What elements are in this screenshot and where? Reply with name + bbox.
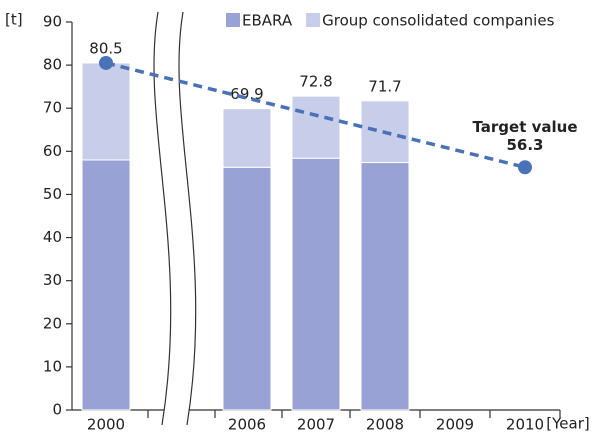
- x-tick-label: 2009: [436, 416, 474, 434]
- bar-segment: [81, 159, 131, 411]
- break-gap: [153, 12, 196, 425]
- break-line: [178, 11, 197, 426]
- y-tick-label: 10: [43, 357, 62, 375]
- y-tick-label: 80: [43, 56, 62, 74]
- y-tick-label: 50: [43, 185, 62, 203]
- y-tick-label: 30: [43, 271, 62, 289]
- target-value: 56.3: [506, 136, 543, 154]
- x-tick-label: 2000: [87, 416, 125, 434]
- y-tick-label: 60: [43, 142, 62, 160]
- start-dot: [99, 55, 113, 70]
- x-tick-label: 2008: [366, 416, 404, 434]
- bar-segment: [360, 100, 410, 164]
- bar-segment: [222, 108, 272, 168]
- legend-label: EBARA: [242, 12, 293, 30]
- x-axis-label: [Year]: [546, 415, 589, 433]
- y-tick-label: 20: [43, 314, 62, 332]
- bar-segment: [81, 62, 131, 161]
- legend-swatch: [226, 13, 240, 27]
- bar-segment: [222, 166, 272, 411]
- total-label: 80.5: [89, 39, 122, 57]
- y-tick-label: 40: [43, 228, 62, 246]
- target-label: Target value: [472, 118, 577, 136]
- total-label: 72.8: [299, 73, 332, 91]
- y-tick-label: 70: [43, 99, 62, 117]
- legend-label: Group consolidated companies: [322, 12, 554, 30]
- y-axis-label: [t]: [5, 11, 23, 29]
- break-line: [153, 11, 172, 426]
- total-label: 71.7: [368, 77, 401, 95]
- bar-segment: [291, 95, 341, 159]
- target-dot: [518, 160, 532, 175]
- target-line: [105, 61, 526, 169]
- y-tick-label: 0: [52, 401, 62, 419]
- bar-segment: [291, 157, 341, 411]
- x-tick-label: 2010: [506, 416, 544, 434]
- x-tick-label: 2006: [228, 416, 266, 434]
- legend-swatch: [306, 13, 321, 27]
- x-tick-label: 2007: [297, 416, 335, 434]
- bar-segment: [360, 162, 410, 411]
- y-tick-label: 90: [43, 13, 62, 31]
